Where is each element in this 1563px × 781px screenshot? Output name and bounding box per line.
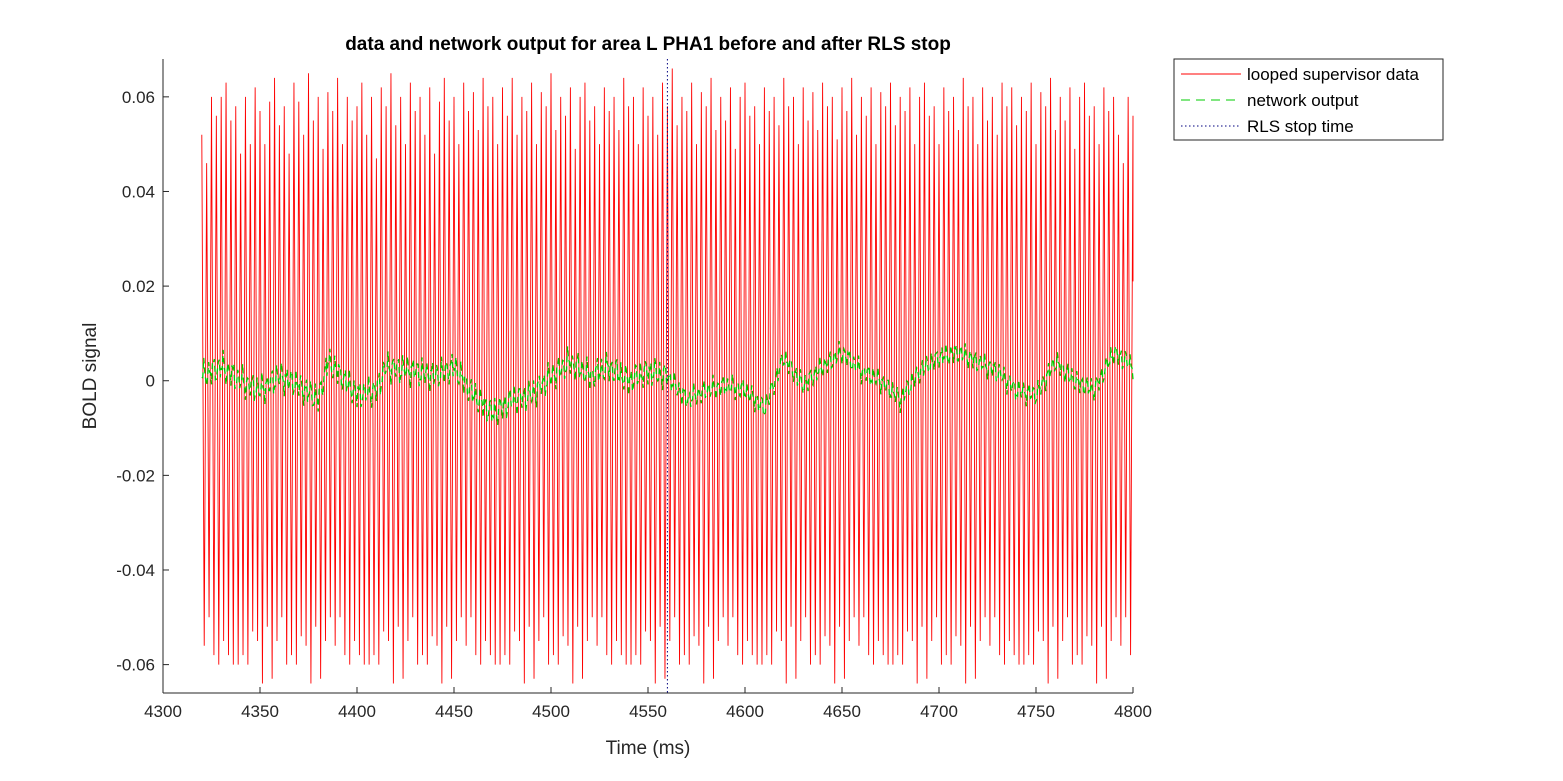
x-axis-label: Time (ms) xyxy=(606,738,691,759)
x-tick-label: 4700 xyxy=(920,702,958,721)
y-tick-label: 0.04 xyxy=(122,182,155,201)
axes: 4300 4350 4400 4450 4500 4550 4600 4650 4700 4750… xyxy=(116,59,1152,721)
supervisor-line xyxy=(201,68,1134,684)
x-tick-label: 4650 xyxy=(823,702,861,721)
x-tick-label: 4400 xyxy=(338,702,376,721)
legend-label-rls-stop-time: RLS stop time xyxy=(1247,117,1354,136)
legend: looped supervisor data network output RL… xyxy=(1173,58,1444,141)
x-tick-label: 4300 xyxy=(144,702,182,721)
x-tick-label: 4500 xyxy=(532,702,570,721)
legend-label-network-output: network output xyxy=(1247,91,1359,110)
x-tick-label: 4600 xyxy=(726,702,764,721)
x-tick-label: 4800 xyxy=(1114,702,1152,721)
series-network-output xyxy=(201,340,1134,426)
series-looped-supervisor-data xyxy=(201,68,1134,684)
x-tick-label: 4750 xyxy=(1017,702,1055,721)
y-tick-label: 0.02 xyxy=(122,277,155,296)
x-tick-label: 4450 xyxy=(435,702,473,721)
plot-area xyxy=(163,59,1134,693)
y-tick-label: -0.06 xyxy=(116,656,155,675)
x-tick-label: 4550 xyxy=(629,702,667,721)
x-tick-label: 4350 xyxy=(241,702,279,721)
y-tick-label: -0.02 xyxy=(116,466,155,485)
y-axis-label: BOLD signal xyxy=(80,323,101,430)
legend-label-looped-supervisor-data: looped supervisor data xyxy=(1247,65,1420,84)
x-ticks: 4300 4350 4400 4450 4500 4550 4600 4650 4700 4750… xyxy=(144,687,1152,721)
network-output-line xyxy=(201,340,1134,426)
y-ticks: -0.06 -0.04 -0.02 0 0.02 0.04 0.06 xyxy=(116,88,169,675)
y-tick-label: -0.04 xyxy=(116,561,155,580)
chart-title: data and network output for area L PHA1 … xyxy=(345,34,951,55)
y-tick-label: 0 xyxy=(146,372,155,391)
y-tick-label: 0.06 xyxy=(122,88,155,107)
